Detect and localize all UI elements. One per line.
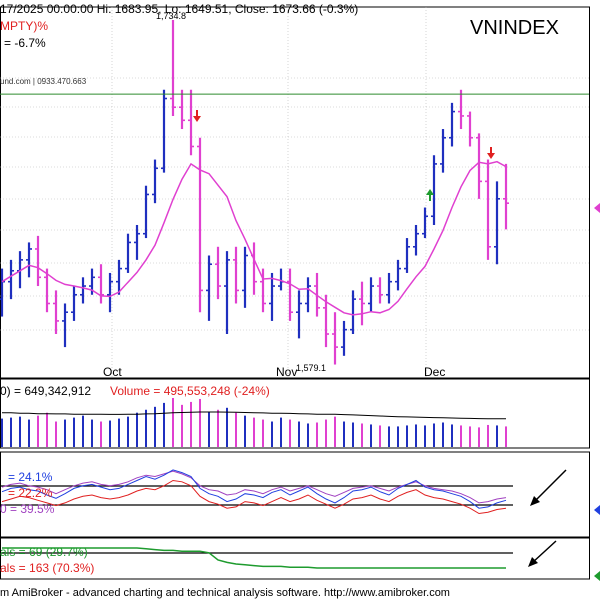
price-bar <box>71 286 77 321</box>
count-label-1: als = 69 (29.7%) <box>0 545 88 559</box>
price-bar <box>143 185 149 239</box>
buy-arrow-dec <box>426 189 434 201</box>
price-bar <box>386 272 392 304</box>
price-bar <box>242 246 248 308</box>
breadth-label-1: = 24.1% <box>8 470 53 484</box>
price-bar <box>377 277 383 304</box>
price-bar <box>323 294 329 348</box>
price-bar <box>305 277 311 313</box>
price-bar <box>107 272 113 313</box>
right-edge-marker <box>594 203 600 213</box>
price-moving-average <box>1 160 507 316</box>
volume-label: Volume = 495,553,248 (-24%) <box>110 384 270 398</box>
price-bar <box>224 251 230 335</box>
sell-arrow-dec <box>487 147 495 159</box>
price-bar <box>188 89 194 156</box>
panel-frame <box>0 537 590 580</box>
breadth-line-blue <box>1 469 507 509</box>
header-line-3: = -6.7% <box>4 36 46 50</box>
price-bar <box>98 264 104 304</box>
price-bar <box>26 242 32 278</box>
source-watermark: und.com | 0933.470.663 <box>0 77 87 86</box>
header-line-1: 17/2025 00:00:00 Hi: 1683.95, Lo: 1649.5… <box>0 2 358 16</box>
count-label-2: als = 163 (70.3%) <box>0 561 94 575</box>
price-bar <box>62 303 68 348</box>
x-tick-label: Dec <box>424 365 445 379</box>
price-bar <box>467 111 473 147</box>
price-bar <box>233 246 239 304</box>
breadth-edge-marker <box>594 505 600 515</box>
price-bar <box>494 181 500 265</box>
price-bar <box>152 159 158 204</box>
low-label: 1,579.1 <box>296 363 326 373</box>
price-bar <box>368 277 374 313</box>
price-bar <box>161 89 167 173</box>
price-bar <box>431 155 437 225</box>
price-bar <box>413 224 419 256</box>
volume-bars <box>1 398 507 447</box>
price-bar <box>206 255 212 321</box>
price-bar <box>8 259 14 300</box>
price-bar <box>359 281 365 326</box>
price-bar <box>125 233 131 273</box>
price-bar <box>449 102 455 147</box>
price-bar <box>215 246 221 300</box>
price-bar <box>440 129 446 173</box>
price-bar <box>395 259 401 291</box>
price-bar <box>260 268 266 313</box>
ticker-title: VNINDEX <box>470 17 559 39</box>
volume-moving-average <box>2 411 506 420</box>
x-tick-label: Oct <box>103 365 122 379</box>
price-bar <box>116 259 122 295</box>
arrow-annotation-2 <box>528 540 557 567</box>
footer-credit: m AmiBroker - advanced charting and tech… <box>0 587 450 599</box>
price-bar <box>332 312 338 365</box>
price-bar <box>476 133 482 199</box>
price-bar <box>197 137 203 313</box>
price-bar <box>134 224 140 260</box>
price-bars <box>0 20 509 365</box>
price-bar <box>44 268 50 313</box>
panel-frame <box>0 451 590 538</box>
x-axis-ticks: Oct Nov Dec <box>103 365 445 379</box>
count-edge-marker <box>594 571 600 581</box>
grid <box>0 6 590 580</box>
price-bar <box>503 163 509 230</box>
price-bar <box>179 89 185 130</box>
price-bar <box>404 238 410 273</box>
price-bar <box>251 242 257 295</box>
price-bar <box>287 268 293 321</box>
volume-average-label: 0) = 649,342,912 <box>0 384 91 398</box>
price-bar <box>350 290 356 335</box>
price-bar <box>80 277 86 304</box>
price-bar <box>269 272 275 321</box>
arrow-annotation-1 <box>530 469 567 506</box>
price-bar <box>170 20 176 116</box>
count-line-green <box>2 547 506 569</box>
price-bar <box>296 290 302 339</box>
price-bar <box>53 290 59 335</box>
peak-label: 1,734.8 <box>156 11 186 21</box>
price-bar <box>341 320 347 356</box>
price-bar <box>422 207 428 239</box>
panel-frame <box>0 6 590 379</box>
sell-arrow-oct <box>193 110 201 122</box>
price-bar <box>485 159 491 260</box>
price-bar <box>35 235 41 287</box>
panel-frame <box>0 378 590 449</box>
breadth-label-2: = 22.2% <box>8 486 53 500</box>
breadth-line-red <box>1 479 507 515</box>
x-tick-label: Nov <box>276 365 297 379</box>
header-line-2: MPTY)% <box>0 19 48 33</box>
price-bar <box>458 89 464 130</box>
breadth-label-3: 0 = 39.5% <box>0 502 55 516</box>
